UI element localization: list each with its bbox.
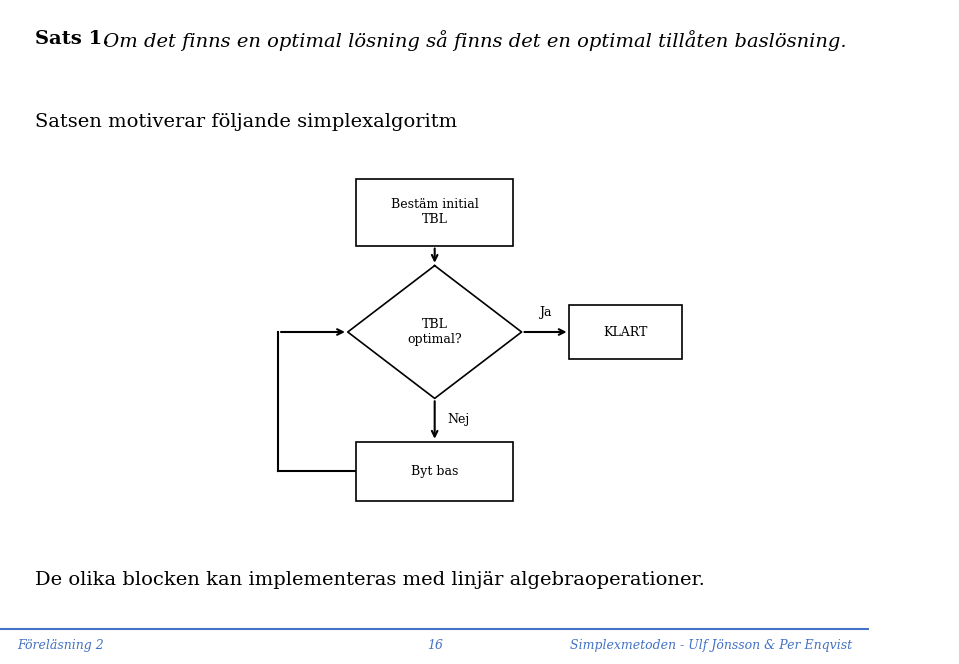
Text: Satsen motiverar följande simplexalgoritm: Satsen motiverar följande simplexalgorit… — [35, 113, 456, 131]
Text: Nej: Nej — [448, 414, 470, 426]
Text: De olika blocken kan implementeras med linjär algebraoperationer.: De olika blocken kan implementeras med l… — [35, 571, 705, 589]
Text: Om det finns en optimal lösning så finns det en optimal tillåten baslösning.: Om det finns en optimal lösning så finns… — [98, 30, 847, 51]
Text: TBL
optimal?: TBL optimal? — [408, 318, 462, 346]
Text: Föreläsning 2: Föreläsning 2 — [17, 639, 105, 652]
Text: Byt bas: Byt bas — [411, 465, 458, 478]
FancyBboxPatch shape — [357, 442, 513, 501]
Text: Ja: Ja — [539, 305, 551, 319]
Polygon shape — [348, 266, 522, 398]
Text: KLART: KLART — [604, 325, 648, 339]
Text: 16: 16 — [427, 639, 443, 652]
Text: Bestäm initial
TBL: Bestäm initial TBL — [391, 199, 479, 226]
Text: Simplexmetoden - Ulf Jönsson & Per Enqvist: Simplexmetoden - Ulf Jönsson & Per Enqvi… — [570, 639, 852, 652]
FancyBboxPatch shape — [570, 305, 683, 359]
FancyBboxPatch shape — [357, 179, 513, 246]
Text: Sats 1.: Sats 1. — [35, 30, 109, 48]
